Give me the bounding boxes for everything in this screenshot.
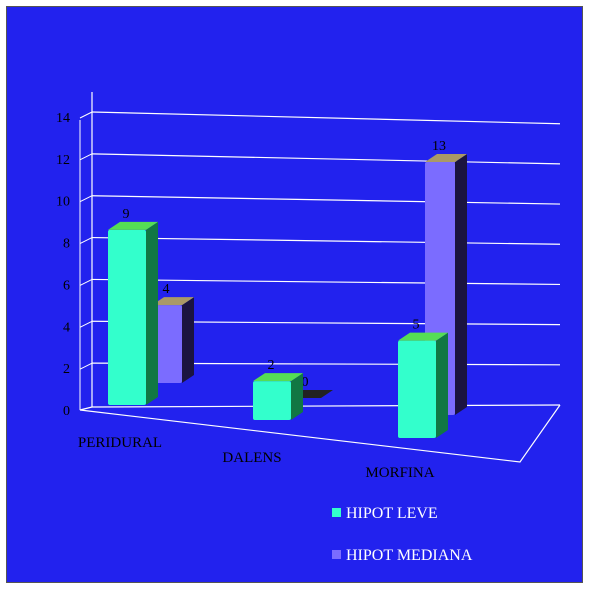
- data-label: 4: [163, 282, 170, 297]
- bar-side: [291, 373, 303, 420]
- bar-side: [455, 153, 467, 415]
- bar-top: [152, 297, 194, 306]
- bar-top: [398, 332, 448, 341]
- x-category-label: DALENS: [222, 450, 281, 466]
- data-label: 2: [268, 358, 275, 373]
- y-tick-label: 4: [63, 320, 70, 335]
- bar-front: [253, 381, 291, 420]
- bar-side: [182, 297, 194, 383]
- y-tick-label: 14: [56, 111, 70, 126]
- gridline: [91, 195, 561, 205]
- legend-swatch: [332, 508, 341, 517]
- y-tick-label: 8: [63, 237, 70, 252]
- x-category-label: MORFINA: [365, 465, 434, 481]
- gridline: [91, 153, 561, 165]
- y-tick-label: 0: [63, 404, 70, 419]
- gridline-side: [79, 195, 93, 203]
- legend-label: HIPOT MEDIANA: [346, 547, 473, 564]
- bar-top: [108, 221, 158, 230]
- data-label: 0: [302, 375, 309, 390]
- gridline-side: [79, 153, 93, 161]
- gridline: [91, 111, 561, 125]
- bar-front: [108, 229, 146, 405]
- floor-back-edge: [91, 404, 561, 408]
- x-category-label: PERIDURAL: [78, 435, 162, 451]
- gridline: [91, 236, 561, 245]
- gridline-side: [79, 237, 93, 245]
- gridline-side: [79, 278, 93, 286]
- y-tick-label: 2: [63, 362, 70, 377]
- gridline: [91, 278, 561, 286]
- data-label: 9: [123, 207, 130, 222]
- y-tick-label: 12: [56, 153, 70, 168]
- y-tick-label: 10: [56, 195, 70, 210]
- bar-front: [152, 305, 182, 383]
- bar-front: [398, 340, 436, 438]
- bar-side: [436, 332, 448, 438]
- y-tick-label: 6: [63, 278, 70, 293]
- chart-frame: [6, 6, 583, 583]
- legend-label: HIPOT LEVE: [346, 505, 438, 522]
- legend-swatch: [332, 550, 341, 559]
- gridline-side: [79, 320, 93, 328]
- gridline-side: [79, 362, 93, 370]
- data-label: 5: [413, 318, 420, 333]
- bar-side: [146, 221, 158, 405]
- bar-top: [425, 153, 467, 162]
- gridline-side: [79, 111, 93, 119]
- bar-top: [253, 373, 303, 382]
- data-label: 13: [432, 139, 446, 154]
- floor-outline: [79, 404, 561, 463]
